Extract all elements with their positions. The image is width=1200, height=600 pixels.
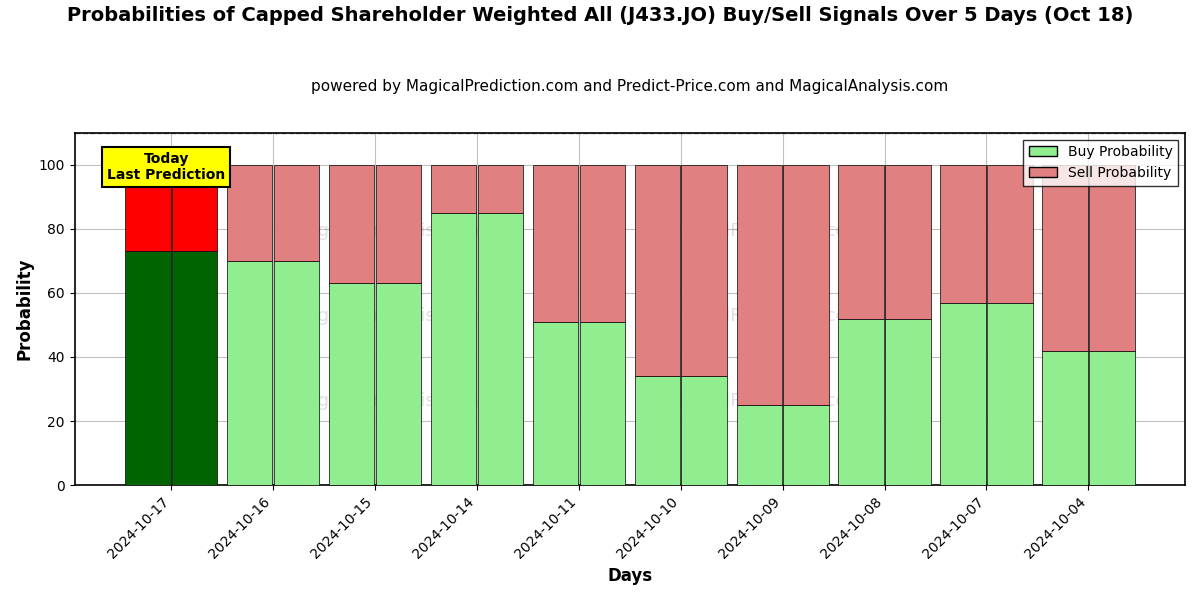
Bar — [886, 165, 931, 319]
Bar — [941, 165, 985, 302]
Bar — [227, 165, 272, 261]
Bar — [1090, 350, 1134, 485]
Bar — [431, 213, 476, 485]
Bar — [784, 165, 829, 405]
Bar — [635, 376, 680, 485]
Text: MagicalPrediction.com: MagicalPrediction.com — [661, 307, 864, 325]
Bar — [839, 319, 884, 485]
Bar — [533, 322, 578, 485]
Bar — [274, 261, 319, 485]
Bar — [478, 213, 523, 485]
Bar — [376, 165, 421, 283]
Bar — [580, 322, 625, 485]
Bar — [329, 165, 374, 283]
Text: MagicalPrediction.com: MagicalPrediction.com — [661, 223, 864, 241]
Bar — [635, 165, 680, 376]
Bar — [125, 251, 170, 485]
Text: MagicalPrediction.com: MagicalPrediction.com — [661, 392, 864, 410]
Bar — [431, 165, 476, 213]
Bar — [886, 319, 931, 485]
Text: Probabilities of Capped Shareholder Weighted All (J433.JO) Buy/Sell Signals Over: Probabilities of Capped Shareholder Weig… — [67, 6, 1133, 25]
Text: MagicalAnalysis.com: MagicalAnalysis.com — [292, 307, 480, 325]
Bar — [478, 165, 523, 213]
Bar — [580, 165, 625, 322]
Bar — [839, 165, 884, 319]
Bar — [988, 165, 1033, 302]
Bar — [274, 165, 319, 261]
Bar — [988, 302, 1033, 485]
Y-axis label: Probability: Probability — [16, 257, 34, 360]
Bar — [737, 405, 782, 485]
Bar — [1042, 350, 1087, 485]
Bar — [941, 302, 985, 485]
Bar — [172, 165, 217, 251]
Title: powered by MagicalPrediction.com and Predict-Price.com and MagicalAnalysis.com: powered by MagicalPrediction.com and Pre… — [311, 79, 948, 94]
Bar — [329, 283, 374, 485]
X-axis label: Days: Days — [607, 567, 653, 585]
Text: MagicalAnalysis.com: MagicalAnalysis.com — [292, 392, 480, 410]
Bar — [533, 165, 578, 322]
Bar — [172, 251, 217, 485]
Bar — [227, 261, 272, 485]
Legend: Buy Probability, Sell Probability: Buy Probability, Sell Probability — [1024, 140, 1178, 185]
Text: MagicalAnalysis.com: MagicalAnalysis.com — [292, 223, 480, 241]
Bar — [682, 165, 727, 376]
Bar — [1042, 165, 1087, 350]
Bar — [737, 165, 782, 405]
Bar — [1090, 165, 1134, 350]
Bar — [376, 283, 421, 485]
Text: Today
Last Prediction: Today Last Prediction — [107, 152, 226, 182]
Bar — [784, 405, 829, 485]
Bar — [125, 165, 170, 251]
Bar — [682, 376, 727, 485]
